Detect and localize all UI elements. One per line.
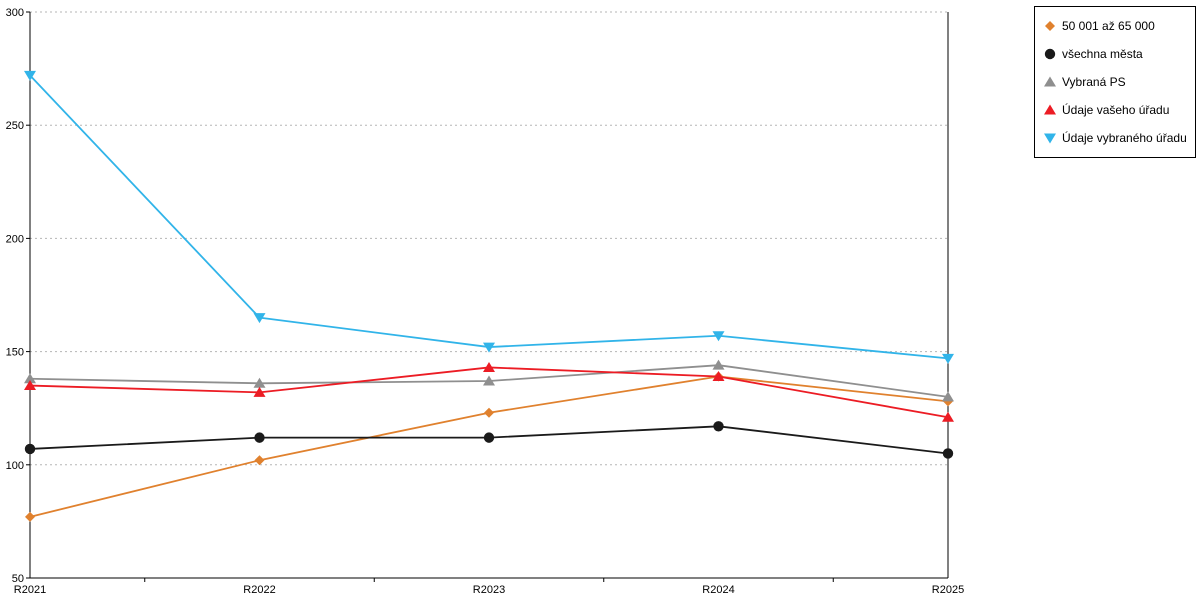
- x-tick-label: R2023: [473, 584, 505, 596]
- legend-item: 50 001 až 65 000: [1043, 12, 1187, 40]
- y-tick-label: 50: [12, 573, 24, 585]
- x-axis-ticks: R2021 R2022 R2023 R2024 R2025: [14, 578, 964, 596]
- triangle-up-icon: [1044, 104, 1056, 115]
- legend-item: Údaje vašeho úřadu: [1043, 96, 1187, 124]
- legend-label: všechna města: [1062, 47, 1143, 61]
- legend-label: Vybraná PS: [1062, 75, 1126, 89]
- series-4: [24, 361, 954, 422]
- legend-item: Vybraná PS: [1043, 68, 1187, 96]
- legend-label: Údaje vašeho úřadu: [1062, 103, 1170, 117]
- y-tick-label: 300: [6, 7, 24, 19]
- diamond-icon: [1045, 21, 1055, 31]
- y-tick-label: 200: [6, 233, 24, 245]
- legend-item: Údaje vybraného úřadu: [1043, 124, 1187, 152]
- circle-icon: [1044, 48, 1056, 60]
- x-tick-label: R2021: [14, 584, 46, 596]
- y-axis-ticks: 50 100 150 200 250 300: [6, 7, 30, 585]
- y-tick-label: 150: [6, 347, 24, 359]
- y-tick-label: 250: [6, 120, 24, 132]
- legend-label: 50 001 až 65 000: [1062, 19, 1155, 33]
- chart-legend: 50 001 až 65 000 všechna města Vybraná PS Ú…: [1034, 6, 1196, 158]
- x-tick-label: R2025: [932, 584, 964, 596]
- legend-item: všechna města: [1043, 40, 1187, 68]
- series-5: [24, 70, 954, 364]
- gridlines: [30, 11, 948, 466]
- triangle-down-icon: [1044, 133, 1056, 144]
- x-tick-label: R2022: [243, 584, 275, 596]
- series-2: [24, 421, 954, 459]
- legend-label: Údaje vybraného úřadu: [1062, 131, 1187, 145]
- y-tick-label: 100: [6, 460, 24, 472]
- x-tick-label: R2024: [702, 584, 734, 596]
- axes: [29, 12, 949, 579]
- triangle-up-icon: [1044, 76, 1056, 87]
- series-3: [24, 359, 954, 402]
